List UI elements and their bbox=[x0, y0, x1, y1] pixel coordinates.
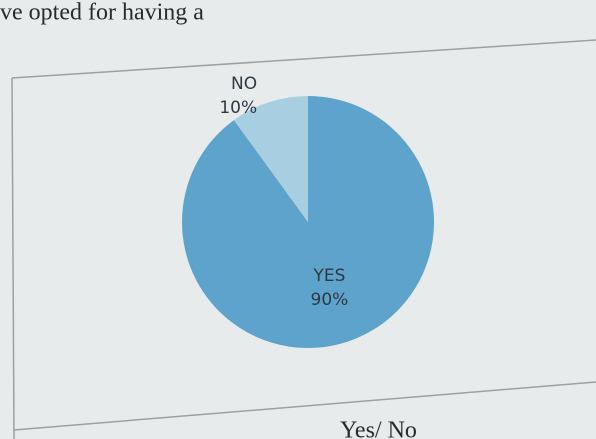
slice-category: YES bbox=[312, 266, 345, 286]
slice-category: NO bbox=[231, 74, 257, 94]
bottom-text: Yes/ No bbox=[340, 418, 417, 439]
top-text: ve opted for having a bbox=[0, 0, 204, 26]
slice-value-label: 10% bbox=[219, 98, 257, 118]
slice-value-label: 90% bbox=[311, 290, 349, 310]
pie-slice bbox=[233, 96, 308, 222]
frame bbox=[11, 39, 596, 439]
